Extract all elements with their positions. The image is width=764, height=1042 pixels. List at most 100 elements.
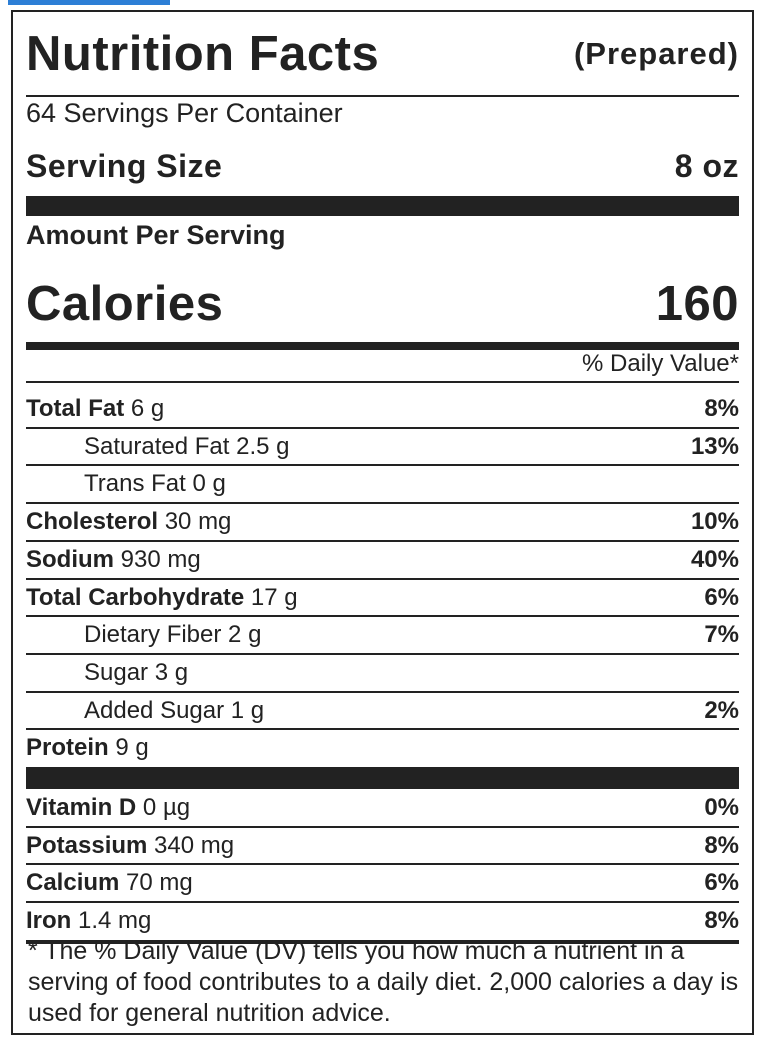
row-divider xyxy=(26,825,739,828)
row-divider xyxy=(26,615,739,618)
nutrient-label: Total Carbohydrate xyxy=(26,583,245,611)
nutrient-name: Sugar 3 g xyxy=(26,659,188,687)
nutrient-label: Total Fat xyxy=(26,395,125,422)
calories-label: Calories xyxy=(26,277,224,331)
row-divider xyxy=(26,426,739,429)
nutrient-amount: 2.5 g xyxy=(236,432,290,460)
nutrient-amount: 2 g xyxy=(228,621,262,649)
nutrient-amount: 930 mg xyxy=(120,545,201,573)
nutrient-row: Trans Fat 0 g xyxy=(26,465,739,503)
nutrient-amount: 0 g xyxy=(192,470,226,498)
nutrient-row: Potassium 340 mg 8% xyxy=(26,827,739,865)
row-divider xyxy=(26,652,739,655)
nutrient-daily-value: 40% xyxy=(690,545,739,573)
nutrient-label: Dietary Fiber xyxy=(84,621,222,649)
nutrient-row: Iron 1.4 mg 8% xyxy=(26,902,739,940)
nutrient-amount: 30 mg xyxy=(164,508,232,536)
nutrient-name: Trans Fat 0 g xyxy=(26,470,226,498)
nutrient-name: Added Sugar 1 g xyxy=(26,697,264,725)
nutrient-name: Saturated Fat 2.5 g xyxy=(26,433,289,461)
divider-medium xyxy=(26,342,739,350)
nutrient-amount: 340 mg xyxy=(154,831,235,859)
daily-value-header: % Daily Value* xyxy=(582,350,739,377)
nutrient-amount: 1.4 mg xyxy=(78,906,152,934)
nutrient-amount: 1 g xyxy=(230,696,265,724)
nutrient-name: Sodium 930 mg xyxy=(26,546,201,574)
nutrient-label: Calcium xyxy=(26,869,120,896)
footnote: * The % Daily Value (DV) tells you how m… xyxy=(28,937,739,1027)
nutrient-name: Potassium 340 mg xyxy=(26,832,234,860)
nutrient-name: Dietary Fiber 2 g xyxy=(26,621,261,649)
row-divider xyxy=(26,577,739,580)
nutrient-row: Vitamin D 0 µg 0% xyxy=(26,789,739,827)
nutrient-name: Iron 1.4 mg xyxy=(26,907,151,935)
nutrient-row: Sodium 930 mg 40% xyxy=(26,541,739,579)
nutrient-name: Total Fat 6 g xyxy=(26,395,164,423)
nutrient-daily-value: 8% xyxy=(704,395,739,422)
nutrient-label: Vitamin D xyxy=(26,794,137,821)
nutrient-daily-value: 0% xyxy=(704,794,739,821)
nutrient-daily-value: 7% xyxy=(704,621,739,649)
nutrient-label: Saturated Fat xyxy=(84,432,230,460)
nutrient-daily-value: 8% xyxy=(704,831,739,859)
nutrient-label: Added Sugar xyxy=(84,696,225,724)
row-divider xyxy=(26,728,739,731)
row-divider xyxy=(26,502,739,505)
nutrient-row: Protein 9 g xyxy=(26,729,739,767)
nutrient-daily-value: 8% xyxy=(704,906,739,934)
nutrient-row: Sugar 3 g xyxy=(26,654,739,692)
nutrient-row: Calcium 70 mg 6% xyxy=(26,864,739,902)
label-header: Nutrition Facts (Prepared) xyxy=(26,26,739,82)
row-divider xyxy=(26,863,739,865)
divider-thick xyxy=(26,196,739,216)
divider-thin xyxy=(26,95,739,97)
nutrient-daily-value: 13% xyxy=(690,432,739,460)
row-divider xyxy=(26,690,739,693)
nutrient-amount: 6 g xyxy=(130,395,165,422)
nutrient-label: Cholesterol xyxy=(26,508,159,536)
nutrient-amount: 3 g xyxy=(154,658,189,686)
label-variant: (Prepared) xyxy=(573,36,739,71)
nutrient-name: Cholesterol 30 mg xyxy=(26,508,231,536)
nutrient-label: Trans Fat xyxy=(84,470,186,498)
nutrient-row: Dietary Fiber 2 g 7% xyxy=(26,616,739,654)
nutrient-name: Calcium 70 mg xyxy=(26,869,193,897)
calories-value: 160 xyxy=(655,277,739,331)
label-title: Nutrition Facts xyxy=(26,27,380,81)
nutrient-name: Protein 9 g xyxy=(26,734,149,762)
nutrient-amount: 70 mg xyxy=(126,869,193,896)
nutrient-amount: 17 g xyxy=(250,583,298,611)
amount-per-serving: Amount Per Serving xyxy=(26,219,286,250)
nutrient-name: Total Carbohydrate 17 g xyxy=(26,584,298,612)
divider-thick xyxy=(26,767,739,789)
nutrient-row: Total Carbohydrate 17 g 6% xyxy=(26,579,739,617)
divider-thin xyxy=(26,381,739,383)
nutrient-label: Protein xyxy=(26,734,109,762)
nutrient-row: Added Sugar 1 g 2% xyxy=(26,692,739,730)
nutrient-amount: 0 µg xyxy=(142,794,191,821)
nutrient-daily-value: 2% xyxy=(704,696,739,724)
nutrient-label: Potassium xyxy=(26,831,148,859)
nutrient-daily-value: 6% xyxy=(704,869,739,896)
nutrient-label: Sugar xyxy=(84,658,149,686)
nutrient-label: Iron xyxy=(26,906,72,934)
row-divider xyxy=(26,539,739,542)
serving-size-value: 8 oz xyxy=(674,147,739,184)
nutrient-row: Cholesterol 30 mg 10% xyxy=(26,503,739,541)
nutrient-daily-value: 6% xyxy=(704,583,739,611)
row-divider xyxy=(26,900,739,903)
servings-per-container: 64 Servings Per Container xyxy=(26,97,343,128)
nutrient-row: Saturated Fat 2.5 g 13% xyxy=(26,428,739,466)
nutrient-amount: 9 g xyxy=(115,734,149,762)
nutrient-label: Sodium xyxy=(26,545,114,573)
nutrient-daily-value: 10% xyxy=(690,508,739,536)
serving-size-label: Serving Size xyxy=(26,147,223,184)
serving-size-row: Serving Size 8 oz xyxy=(26,148,739,184)
divider-medium xyxy=(26,940,739,944)
nutrient-row: Total Fat 6 g 8% xyxy=(26,390,739,428)
nutrient-name: Vitamin D 0 µg xyxy=(26,794,190,822)
calories-row: Calories 160 xyxy=(26,274,739,334)
nutrition-facts-label: Nutrition Facts (Prepared) 64 Servings P… xyxy=(11,10,754,1035)
row-divider xyxy=(26,464,739,467)
top-tab-indicator xyxy=(8,0,170,5)
